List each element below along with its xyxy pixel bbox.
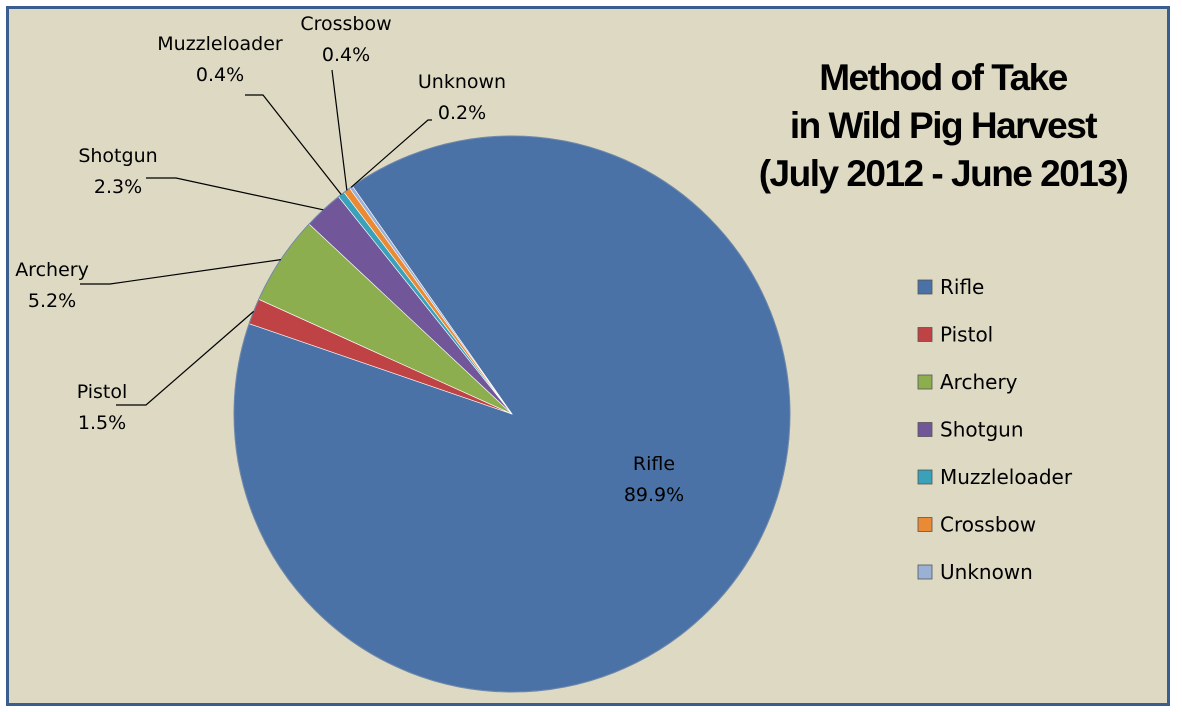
leader-line-crossbow xyxy=(331,69,348,191)
leader-line-pistol xyxy=(116,310,255,406)
legend-swatch-crossbow xyxy=(917,517,933,532)
legend-swatch-rifle xyxy=(917,279,933,295)
legend-label-pistol: Pistol xyxy=(940,323,993,347)
legend-label-shotgun: Shotgun xyxy=(940,418,1024,442)
slice-label-name-archery: Archery xyxy=(15,259,89,281)
leader-line-unknown xyxy=(350,119,432,188)
chart-title-line-2: in Wild Pig Harvest xyxy=(790,105,1097,146)
leader-line-shotgun xyxy=(146,177,324,211)
slice-label-name-unknown: Unknown xyxy=(418,71,506,93)
legend-label-muzzleloader: Muzzleloader xyxy=(940,465,1073,489)
legend-label-crossbow: Crossbow xyxy=(940,513,1036,537)
slice-label-name-crossbow: Crossbow xyxy=(300,13,391,35)
slice-label-value-shotgun: 2.3% xyxy=(94,176,142,198)
pie-chart: Method of Take in Wild Pig Harvest (July 2… xyxy=(15,13,1129,693)
slice-label-value-crossbow: 0.4% xyxy=(322,44,370,66)
slice-labels: Rifle 89.9% Pistol 1.5% Archery 5.2% Shotgun 2.… xyxy=(15,13,684,506)
legend-label-unknown: Unknown xyxy=(940,560,1033,584)
legend-label-rifle: Rifle xyxy=(940,275,984,299)
pie-outline xyxy=(233,135,791,693)
legend: Rifle Pistol Archery Shotgun Muzzleloader Cro… xyxy=(917,275,1073,584)
slice-label-value-muzzleloader: 0.4% xyxy=(196,64,244,86)
leader-lines xyxy=(80,69,432,406)
slice-label-name-pistol: Pistol xyxy=(77,381,128,403)
leader-line-archery xyxy=(80,259,281,285)
slice-label-value-archery: 5.2% xyxy=(28,290,76,312)
slice-label-value-rifle: 89.9% xyxy=(624,484,684,506)
slice-label-name-muzzleloader: Muzzleloader xyxy=(157,33,283,55)
legend-swatch-shotgun xyxy=(917,422,933,437)
legend-swatch-archery xyxy=(917,374,933,390)
chart-title-line-3: (July 2012 - June 2013) xyxy=(759,153,1128,194)
pie-slices xyxy=(233,135,791,693)
slice-label-value-pistol: 1.5% xyxy=(78,412,126,434)
chart-title: Method of Take in Wild Pig Harvest (July 2… xyxy=(759,57,1129,194)
slice-label-name-rifle: Rifle xyxy=(633,453,675,475)
chart-title-line-1: Method of Take xyxy=(819,57,1068,98)
legend-label-archery: Archery xyxy=(940,370,1018,394)
slice-label-name-shotgun: Shotgun xyxy=(78,145,157,167)
legend-swatch-pistol xyxy=(917,327,933,342)
leader-line-muzzleloader xyxy=(245,94,342,195)
legend-swatch-unknown xyxy=(917,564,933,580)
slice-label-value-unknown: 0.2% xyxy=(438,102,486,124)
legend-swatch-muzzleloader xyxy=(917,469,933,485)
chart-frame: Method of Take in Wild Pig Harvest (July 2… xyxy=(6,6,1170,706)
